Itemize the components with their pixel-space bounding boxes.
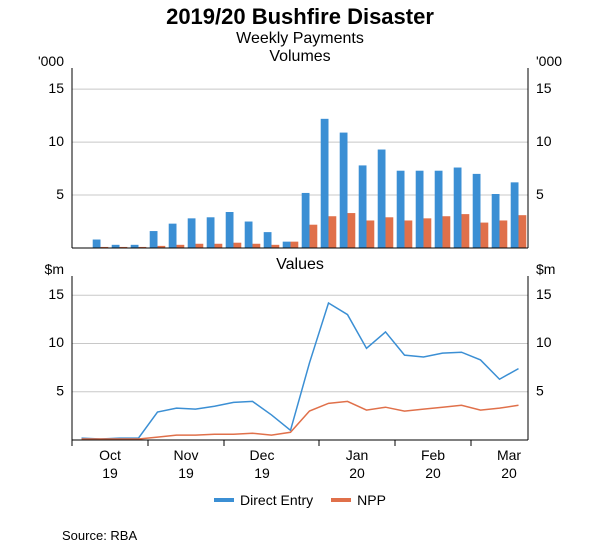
svg-text:'000: '000 <box>536 53 562 69</box>
svg-text:Mar: Mar <box>497 447 521 463</box>
chart-canvas: 5 5 10 10 15 15 5 5 10 10 15 15 '000 '000 $m $m Oct 19 Nov… <box>0 0 600 555</box>
svg-text:20: 20 <box>349 465 365 481</box>
svg-text:15: 15 <box>536 286 552 302</box>
source-text: Source: RBA <box>62 528 137 543</box>
svg-text:Oct: Oct <box>99 447 121 463</box>
legend-item-direct_entry: Direct Entry <box>214 492 313 508</box>
legend-label-direct_entry: Direct Entry <box>240 492 313 508</box>
svg-text:$m: $m <box>536 261 555 277</box>
svg-text:10: 10 <box>48 334 64 350</box>
legend-label-npp: NPP <box>357 492 386 508</box>
svg-text:Dec: Dec <box>250 447 275 463</box>
svg-text:Nov: Nov <box>174 447 199 463</box>
svg-text:20: 20 <box>501 465 517 481</box>
svg-text:10: 10 <box>48 133 64 149</box>
svg-text:5: 5 <box>536 382 544 398</box>
legend: Direct Entry NPP <box>0 492 600 508</box>
svg-text:20: 20 <box>425 465 441 481</box>
svg-text:19: 19 <box>254 465 270 481</box>
svg-text:15: 15 <box>536 80 552 96</box>
svg-text:10: 10 <box>536 133 552 149</box>
svg-text:10: 10 <box>536 334 552 350</box>
svg-text:15: 15 <box>48 80 64 96</box>
legend-swatch-direct_entry <box>214 498 234 502</box>
svg-text:5: 5 <box>56 382 64 398</box>
svg-text:19: 19 <box>178 465 194 481</box>
svg-text:Jan: Jan <box>346 447 369 463</box>
legend-swatch-npp <box>331 498 351 502</box>
svg-text:Feb: Feb <box>421 447 445 463</box>
svg-text:19: 19 <box>102 465 118 481</box>
svg-text:15: 15 <box>48 286 64 302</box>
svg-text:'000: '000 <box>38 53 64 69</box>
svg-text:5: 5 <box>536 186 544 202</box>
svg-text:5: 5 <box>56 186 64 202</box>
legend-item-npp: NPP <box>331 492 386 508</box>
svg-text:$m: $m <box>45 261 64 277</box>
